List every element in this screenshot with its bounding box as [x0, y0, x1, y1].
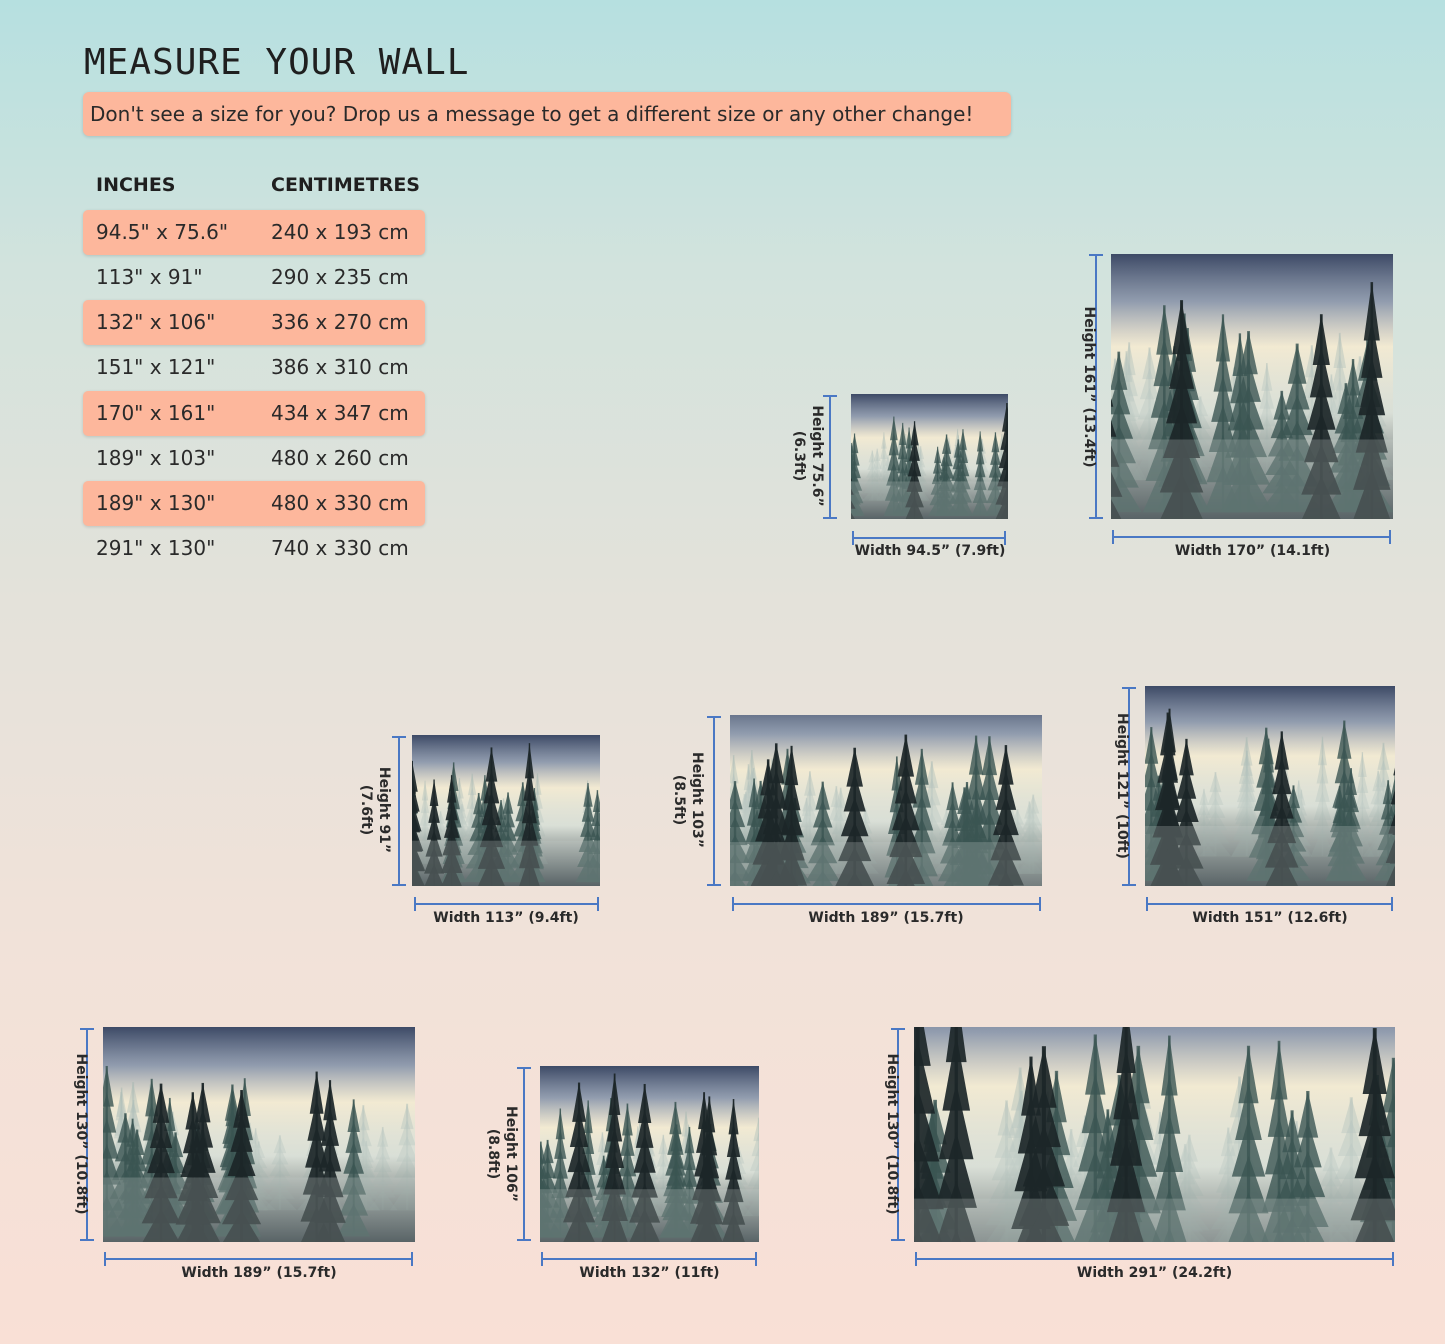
width-label: Width 189” (15.7ft): [181, 1265, 337, 1281]
width-dimension-line: [915, 1252, 1394, 1266]
forest-mural-image: [540, 1066, 759, 1242]
height-label: Height 130” (10.8ft): [73, 1053, 89, 1215]
size-cm: 480 x 330 cm: [271, 491, 409, 515]
size-cm: 740 x 330 cm: [271, 536, 409, 560]
width-dimension-line: [541, 1252, 757, 1266]
height-label: Height 91” (7.6ft): [358, 766, 392, 854]
width-dimension-line: [852, 531, 1006, 545]
height-label: Height 103” (8.5ft): [671, 752, 705, 848]
height-label: Height 161” (13.4ft): [1081, 306, 1097, 468]
forest-mural-image: [1145, 686, 1395, 886]
size-cm: 336 x 270 cm: [271, 310, 409, 334]
height-dimension-line: [891, 1028, 905, 1241]
width-dimension-line: [1112, 530, 1391, 544]
width-dimension-line: [732, 897, 1041, 911]
size-cm: 434 x 347 cm: [271, 401, 409, 425]
width-label: Width 170” (14.1ft): [1174, 543, 1331, 559]
width-label: Width 94.5” (7.9ft): [854, 543, 1006, 559]
size-inches: 189" x 130": [96, 491, 216, 515]
forest-mural-image: [730, 715, 1042, 886]
size-inches: 291" x 130": [96, 536, 216, 560]
size-cm: 240 x 193 cm: [271, 220, 409, 244]
width-dimension-line: [104, 1252, 413, 1266]
height-label: Height 75.6” (6.3ft): [791, 405, 825, 507]
page-title: MEASURE YOUR WALL: [84, 42, 470, 83]
height-dimension-line: [80, 1028, 94, 1241]
width-label: Width 291” (24.2ft): [1076, 1265, 1233, 1281]
size-inches: 170" x 161": [96, 401, 216, 425]
height-dimension-line: [823, 395, 837, 519]
width-dimension-line: [414, 897, 599, 911]
size-cm: 290 x 235 cm: [271, 265, 409, 289]
forest-mural-image: [914, 1027, 1395, 1242]
width-label: Width 151” (12.6ft): [1192, 910, 1348, 926]
centimetres-column-header: CENTIMETRES: [271, 174, 420, 196]
height-label: Height 121” (10ft): [1114, 713, 1130, 859]
width-dimension-line: [1146, 897, 1393, 911]
size-row: 151" x 121" 386 x 310 cm: [83, 345, 425, 390]
size-inches: 113" x 91": [96, 265, 203, 289]
size-row: 291" x 130" 740 x 330 cm: [83, 526, 425, 571]
height-dimension-line: [392, 736, 406, 886]
width-label: Width 132” (11ft): [579, 1265, 720, 1281]
size-row: 113" x 91" 290 x 235 cm: [83, 255, 425, 300]
size-inches: 132" x 106": [96, 310, 216, 334]
size-row: 189" x 103" 480 x 260 cm: [83, 436, 425, 481]
size-cm: 386 x 310 cm: [271, 355, 409, 379]
size-row: 132" x 106" 336 x 270 cm: [83, 300, 425, 345]
size-row: 170" x 161" 434 x 347 cm: [83, 391, 425, 436]
size-inches: 94.5" x 75.6": [96, 220, 229, 244]
size-cm: 480 x 260 cm: [271, 446, 409, 470]
height-dimension-line: [1122, 687, 1136, 886]
size-inches: 151" x 121": [96, 355, 216, 379]
custom-size-banner: Don't see a size for you? Drop us a mess…: [83, 92, 1011, 136]
inches-column-header: INCHES: [96, 174, 176, 196]
size-inches: 189" x 103": [96, 446, 216, 470]
height-label: Height 130” (10.8ft): [884, 1053, 900, 1215]
height-label: Height 106” (8.8ft): [485, 1106, 519, 1202]
width-label: Width 189” (15.7ft): [808, 910, 964, 926]
height-dimension-line: [517, 1067, 531, 1241]
forest-mural-image: [851, 394, 1008, 519]
forest-mural-image: [412, 735, 600, 886]
forest-mural-image: [103, 1027, 415, 1242]
size-row: 189" x 130" 480 x 330 cm: [83, 481, 425, 526]
width-label: Width 113” (9.4ft): [433, 910, 579, 926]
height-dimension-line: [1089, 254, 1103, 519]
size-row: 94.5" x 75.6" 240 x 193 cm: [83, 210, 425, 255]
height-dimension-line: [707, 716, 721, 886]
forest-mural-image: [1111, 254, 1393, 519]
